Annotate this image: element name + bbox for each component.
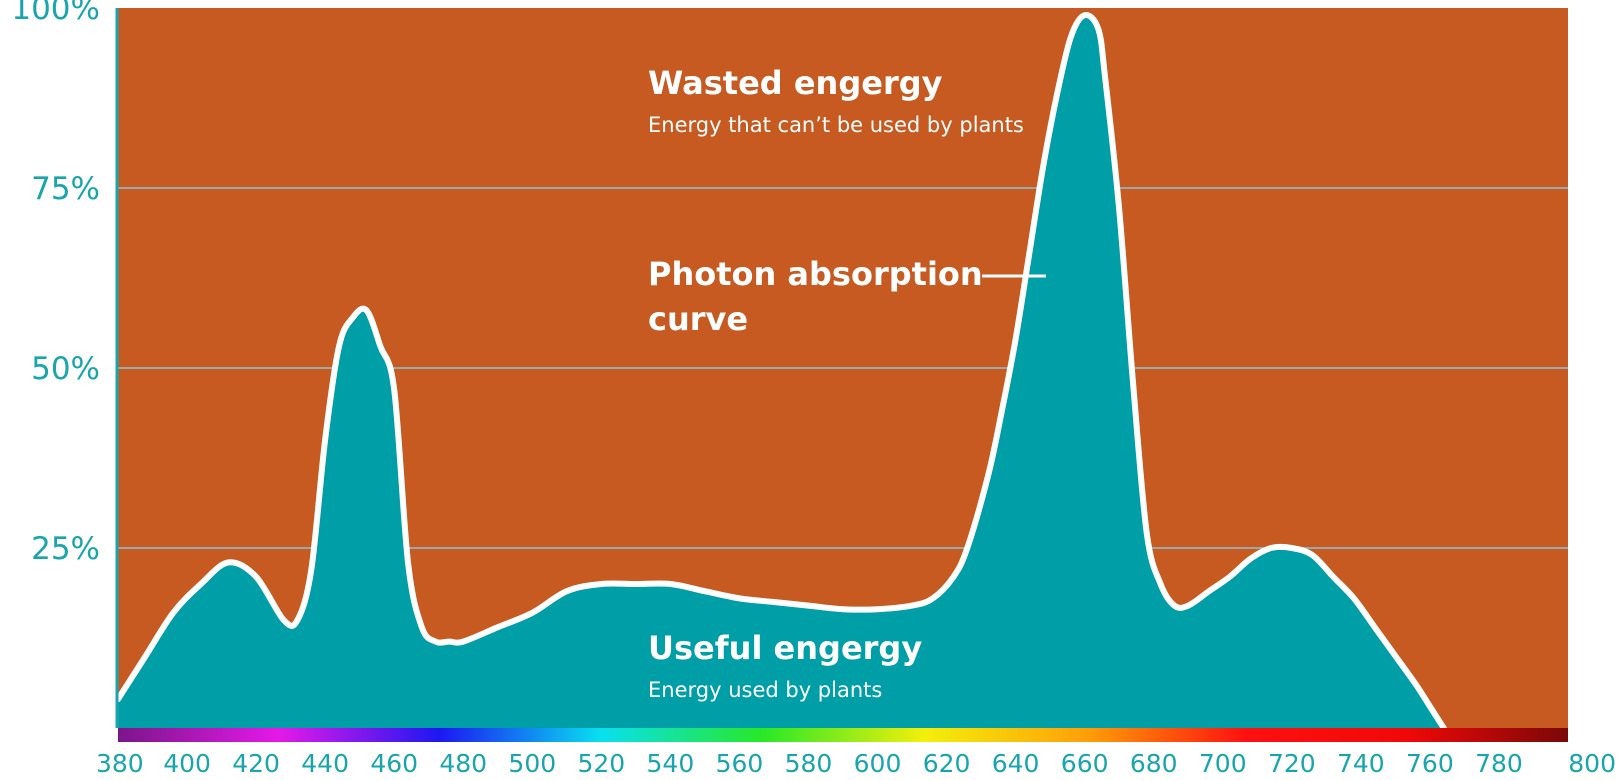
x-tick-label: 780 <box>1475 749 1523 778</box>
y-tick-label: 25% <box>31 531 100 567</box>
x-tick-label: 580 <box>785 749 833 778</box>
y-tick-labels: 25% 50% 75% 100% <box>11 0 100 567</box>
x-tick-label: 600 <box>854 749 902 778</box>
x-tick-label: 760 <box>1406 749 1454 778</box>
y-tick-label: 75% <box>31 171 100 207</box>
curve-label-line1: Photon absorption <box>648 255 983 293</box>
wasted-energy-title: Wasted engergy <box>648 64 943 102</box>
curve-label-line2: curve <box>648 300 748 338</box>
x-tick-label: 700 <box>1199 749 1247 778</box>
x-tick-label: 460 <box>370 749 418 778</box>
x-tick-label: 480 <box>439 749 487 778</box>
x-tick-label: 720 <box>1268 749 1316 778</box>
photon-absorption-curve <box>115 12 1447 731</box>
x-tick-label: 800 <box>1568 749 1616 778</box>
y-tick-label: 100% <box>11 0 100 27</box>
x-tick-label: 680 <box>1130 749 1178 778</box>
useful-energy-subtitle: Energy used by plants <box>648 678 882 702</box>
x-tick-label: 540 <box>647 749 695 778</box>
x-tick-labels: 380 400 420 440 460 480 500 520 540 560 580 600 620 6… <box>96 749 1616 778</box>
useful-energy-area <box>118 15 1444 728</box>
useful-energy-title: Useful engergy <box>648 629 922 667</box>
color-spectrum-bar <box>118 728 1568 742</box>
x-tick-label: 400 <box>163 749 211 778</box>
x-tick-label: 440 <box>301 749 349 778</box>
y-tick-label: 50% <box>31 351 100 387</box>
x-tick-label: 500 <box>508 749 556 778</box>
x-tick-label: 660 <box>1061 749 1109 778</box>
x-tick-label: 420 <box>232 749 280 778</box>
x-tick-label: 520 <box>577 749 625 778</box>
x-tick-label: 740 <box>1337 749 1385 778</box>
x-tick-label: 640 <box>992 749 1040 778</box>
wasted-energy-subtitle: Energy that can’t be used by plants <box>648 113 1024 137</box>
x-tick-label: 380 <box>96 749 144 778</box>
x-tick-label: 620 <box>923 749 971 778</box>
x-tick-label: 560 <box>716 749 764 778</box>
